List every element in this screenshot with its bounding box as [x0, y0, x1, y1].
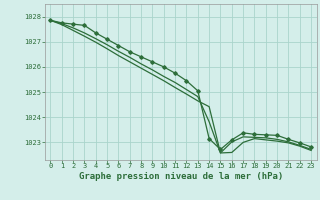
- X-axis label: Graphe pression niveau de la mer (hPa): Graphe pression niveau de la mer (hPa): [79, 172, 283, 181]
